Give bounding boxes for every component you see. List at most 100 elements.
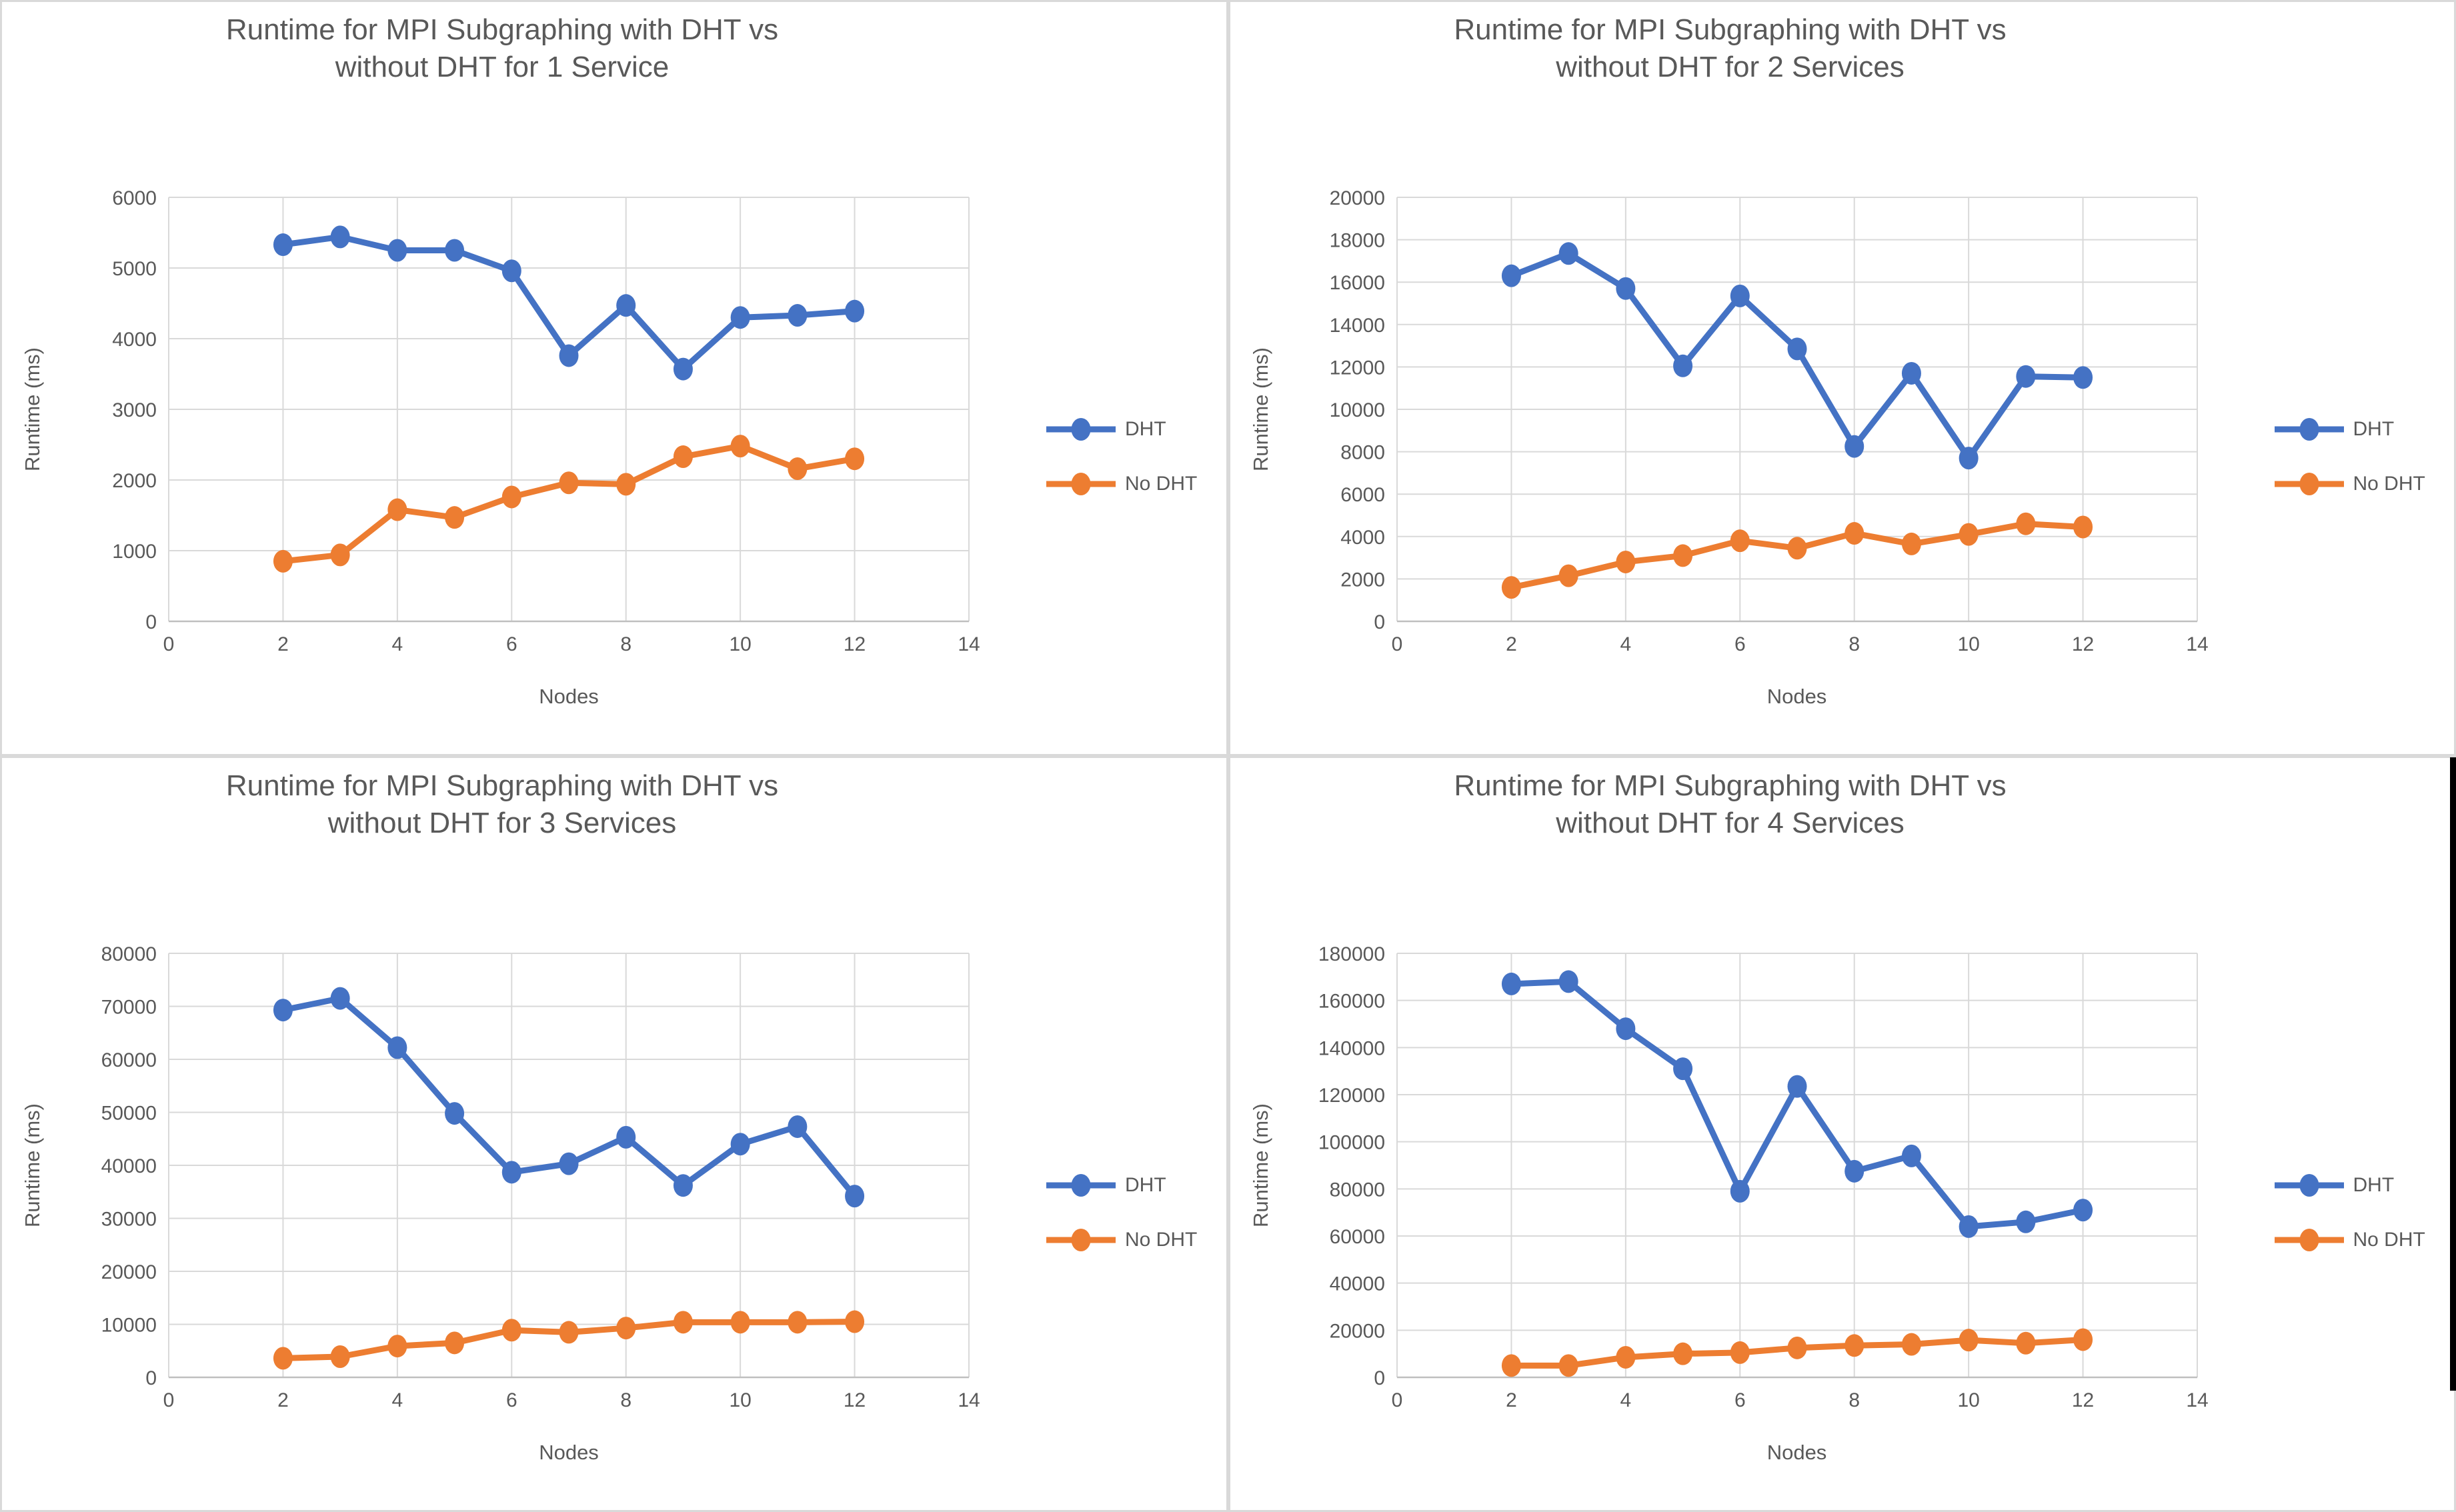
x-tick-label: 8 [1849,633,1860,655]
data-point-no-dht [1844,1334,1864,1357]
data-point-dht [387,239,407,262]
data-point-dht [1730,284,1750,307]
x-tick-label: 6 [506,1389,517,1411]
x-tick-label: 0 [1391,633,1402,655]
plot-area: 0 2000 4000 6000 8000 10000 12000 14000 16000 180… [1329,187,2208,655]
data-point-no-dht [1730,529,1750,553]
data-point-no-dht [1901,532,1921,555]
y-tick-label: 16000 [1329,272,1384,294]
data-point-no-dht [445,1331,465,1355]
legend-item-dht: DHT [1046,417,1197,442]
chart-panel-4-services: Runtime for MPI Subgraphing with DHT vs w… [1228,756,2456,1512]
x-tick-label: 14 [958,1389,980,1411]
data-point-no-dht [2073,515,2093,539]
data-point-dht [501,259,521,283]
data-point-no-dht [788,1311,808,1334]
data-point-dht [1558,242,1578,265]
y-tick-label: 80000 [101,943,157,965]
y-tick-label: 6000 [1340,484,1385,506]
y-tick-label: 2000 [112,470,157,492]
data-point-no-dht [616,473,636,496]
data-point-no-dht [673,445,693,469]
plot-area: 0 10000 20000 30000 40000 50000 60000 70000 8000… [101,943,980,1411]
data-point-dht [330,987,350,1010]
x-tick-label: 4 [392,1389,403,1411]
y-tick-label: 100000 [1318,1132,1384,1154]
data-point-dht [845,299,865,323]
y-tick-label: 0 [145,1367,157,1389]
x-tick-label: 10 [729,1389,751,1411]
data-point-no-dht [330,543,350,567]
x-tick-label: 6 [1734,633,1745,655]
data-point-dht [730,1133,750,1156]
chart-title: Runtime for MPI Subgraphing with DHT vs w… [2,767,1002,842]
legend: DHT No DHT [1046,417,1197,497]
data-point-dht [387,1036,407,1059]
series-line-dht [1508,978,2086,1230]
data-point-dht [1672,354,1692,377]
chart-title: Runtime for MPI Subgraphing with DHT vs w… [1230,767,2231,842]
legend-item-dht: DHT [1046,1173,1197,1198]
data-point-dht [1901,361,1921,385]
y-tick-label: 160000 [1318,991,1384,1013]
y-tick-label: 10000 [1329,399,1384,421]
legend-marker-dht [1046,1174,1116,1197]
x-tick-label: 2 [1506,1389,1517,1411]
y-tick-label: 60000 [101,1049,157,1071]
x-tick-label: 12 [844,633,866,655]
legend-label: DHT [1125,1174,1166,1196]
data-point-dht [1959,1215,1979,1238]
data-point-no-dht [1672,544,1692,567]
y-tick-label: 6000 [112,187,157,209]
data-point-dht [2015,365,2035,388]
data-point-no-dht [2073,1328,2093,1351]
data-point-no-dht [845,1310,865,1333]
legend-item-no-dht: No DHT [1046,471,1197,497]
data-point-dht [273,233,293,257]
legend-item-no-dht: No DHT [2274,471,2425,497]
data-point-dht [673,357,693,381]
legend-label: DHT [1125,418,1166,440]
legend-marker-dht [2274,1174,2344,1197]
data-point-dht [1844,1159,1864,1183]
data-point-dht [1558,970,1578,993]
plot-area: 0 20000 40000 60000 80000 100000 120000 140000 1… [1318,943,2208,1411]
data-point-dht [501,1161,521,1184]
right-edge-black-bar [2450,757,2456,1391]
y-tick-label: 120000 [1318,1085,1384,1107]
data-point-no-dht [501,485,521,509]
legend-label: DHT [2353,418,2395,440]
chart-title: Runtime for MPI Subgraphing with DHT vs w… [1230,11,2231,86]
x-tick-label: 2 [277,633,289,655]
data-point-dht [788,1115,808,1138]
data-point-no-dht [1844,522,1864,545]
legend-marker-dht [1046,418,1116,441]
data-point-no-dht [845,447,865,471]
legend-label: No DHT [2353,473,2425,495]
data-point-dht [616,1125,636,1149]
x-tick-label: 0 [1391,1389,1402,1411]
data-point-no-dht [273,1347,293,1370]
data-point-dht [730,306,750,329]
y-tick-label: 50000 [101,1103,157,1125]
data-point-dht [1501,264,1521,287]
data-point-no-dht [730,435,750,458]
x-tick-label: 10 [1957,633,1979,655]
y-tick-label: 3000 [112,399,157,421]
chart-panel-2-services: Runtime for MPI Subgraphing with DHT vs w… [1228,0,2456,756]
data-point-no-dht [1787,1336,1806,1359]
data-point-no-dht [559,1321,579,1344]
chart-title-line-2: without DHT for 4 Services [1556,807,1905,839]
data-point-no-dht [2015,512,2035,535]
chart-panel-1-service: Runtime for MPI Subgraphing with DHT vs w… [0,0,1228,756]
data-point-no-dht [1787,537,1806,560]
data-point-dht [2073,1199,2093,1222]
legend-marker-no-dht [1046,1229,1116,1251]
data-point-dht [1844,435,1864,458]
x-tick-label: 8 [620,1389,632,1411]
series-line-no-dht [279,443,858,565]
data-point-dht [1615,277,1635,300]
plot-area: 0 1000 2000 3000 4000 5000 6000 0 2 4 6 8 10 12 14 [112,187,980,655]
y-tick-label: 60000 [1329,1226,1384,1248]
